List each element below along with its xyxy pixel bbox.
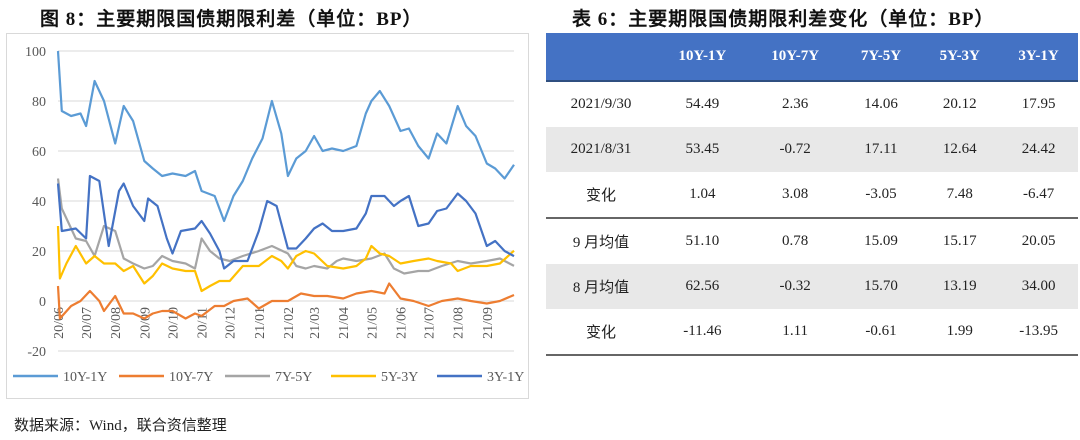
table-cell: 1.99 bbox=[920, 309, 1000, 356]
table-row: 2021/9/30 54.49 2.36 14.06 20.12 17.95 bbox=[546, 81, 1078, 127]
table-cell: -13.95 bbox=[999, 309, 1078, 356]
series-line-10y-1y bbox=[56, 50, 515, 223]
column-header: 3Y-1Y bbox=[999, 33, 1078, 82]
table-title: 表 6：主要期限国债期限利差变化（单位：BP） bbox=[572, 9, 995, 30]
column-header: 7Y-5Y bbox=[841, 33, 921, 82]
chart-title: 图 8：主要期限国债期限利差（单位：BP） bbox=[40, 9, 423, 30]
spread-table: 10Y-1Y 10Y-7Y 7Y-5Y 5Y-3Y 3Y-1Y 2021/9/30 54.… bbox=[546, 33, 1078, 356]
table-cell: 15.09 bbox=[841, 217, 921, 264]
table-cell: 0.78 bbox=[748, 217, 842, 264]
table-cell: 1.11 bbox=[748, 309, 842, 356]
table-cell: -3.05 bbox=[865, 186, 897, 202]
legend-label: 5Y-3Y bbox=[381, 370, 418, 385]
row-label: 变化 bbox=[585, 188, 616, 204]
table-row: 2021/8/31 53.45 -0.72 17.11 12.64 24.42 bbox=[546, 127, 1078, 172]
table-cell: 20.05 bbox=[999, 217, 1078, 264]
x-tick-label: 21/01 bbox=[253, 307, 268, 339]
table-cell: 12.64 bbox=[920, 127, 1000, 172]
x-tick-label: 21/06 bbox=[394, 307, 409, 339]
table-cell: 17.11 bbox=[841, 127, 921, 172]
row-label: 8 月均值 bbox=[546, 264, 656, 309]
table-cell: 7.48 bbox=[946, 186, 973, 202]
legend-label: 7Y-5Y bbox=[275, 370, 312, 385]
table-cell: -0.72 bbox=[748, 127, 842, 172]
table-cell: 1.04 bbox=[689, 186, 716, 202]
table-cell: 2.36 bbox=[782, 96, 809, 112]
x-tick-label: 21/07 bbox=[423, 307, 438, 339]
table-cell: 3.08 bbox=[782, 186, 809, 202]
table-cell: 15.70 bbox=[841, 264, 921, 309]
x-tick-label: 20/07 bbox=[80, 307, 95, 339]
table-cell: 15.17 bbox=[920, 217, 1000, 264]
row-label: 变化 bbox=[546, 309, 656, 356]
x-tick-label: 21/02 bbox=[282, 307, 297, 339]
table-cell: 24.42 bbox=[999, 127, 1078, 172]
table-cell: 17.95 bbox=[1021, 96, 1056, 112]
table-cell: -0.61 bbox=[841, 309, 921, 356]
table-row: 9 月均值 51.10 0.78 15.09 15.17 20.05 bbox=[546, 217, 1078, 264]
y-tick-label: 60 bbox=[32, 145, 46, 160]
column-header bbox=[546, 33, 656, 82]
x-tick-label: 21/09 bbox=[481, 307, 496, 339]
row-label: 2021/9/30 bbox=[570, 96, 632, 112]
table-header-row: 10Y-1Y 10Y-7Y 7Y-5Y 5Y-3Y 3Y-1Y bbox=[546, 33, 1078, 82]
y-tick-label: 20 bbox=[32, 245, 46, 260]
x-tick-label: 20/12 bbox=[224, 307, 239, 339]
row-label: 9 月均值 bbox=[546, 217, 656, 264]
x-tick-label: 21/03 bbox=[308, 307, 323, 339]
table-cell: 13.19 bbox=[920, 264, 1000, 309]
row-label: 2021/8/31 bbox=[546, 127, 656, 172]
table-cell: 62.56 bbox=[656, 264, 749, 309]
table-row: 8 月均值 62.56 -0.32 15.70 13.19 34.00 bbox=[546, 264, 1078, 309]
table-cell: -11.46 bbox=[656, 309, 749, 356]
table-cell: 14.06 bbox=[864, 96, 898, 112]
table-cell: 34.00 bbox=[999, 264, 1078, 309]
y-tick-label: 100 bbox=[25, 45, 46, 60]
column-header: 10Y-1Y bbox=[656, 33, 749, 82]
y-tick-label: 40 bbox=[32, 195, 46, 210]
x-tick-label: 21/05 bbox=[365, 307, 380, 339]
series-line-10y-7y bbox=[56, 282, 515, 320]
column-header: 10Y-7Y bbox=[748, 33, 842, 82]
table-cell: 53.45 bbox=[656, 127, 749, 172]
table-row: 变化 -11.46 1.11 -0.61 1.99 -13.95 bbox=[546, 309, 1078, 356]
x-tick-label: 21/08 bbox=[452, 307, 467, 339]
y-tick-label: -20 bbox=[27, 345, 46, 360]
series-line-5y-3y bbox=[56, 225, 515, 293]
source-note: 数据来源：Wind，联合资信整理 bbox=[14, 418, 227, 434]
table-cell: -0.32 bbox=[748, 264, 842, 309]
legend-label: 3Y-1Y bbox=[487, 370, 524, 385]
table-cell: 54.49 bbox=[685, 96, 720, 112]
legend-label: 10Y-1Y bbox=[63, 370, 107, 385]
column-header: 5Y-3Y bbox=[920, 33, 1000, 82]
x-tick-label: 20/09 bbox=[138, 307, 153, 339]
x-tick-label: 21/04 bbox=[337, 307, 352, 339]
table-cell: 20.12 bbox=[942, 96, 977, 112]
y-tick-label: 0 bbox=[39, 295, 46, 310]
y-tick-label: 80 bbox=[32, 95, 46, 110]
table-row: 变化 1.04 3.08 -3.05 7.48 -6.47 bbox=[546, 172, 1078, 218]
table-cell: 51.10 bbox=[656, 217, 749, 264]
legend-label: 10Y-7Y bbox=[169, 370, 213, 385]
series-line-3y-1y bbox=[56, 174, 515, 270]
series-line-7y-5y bbox=[56, 178, 515, 275]
table-cell: -6.47 bbox=[1022, 186, 1055, 202]
x-tick-label: 20/08 bbox=[109, 307, 124, 339]
chart-area: 100 80 60 40 20 0 -20 20/06 20/07 20/08 20/09 20/10… bbox=[6, 33, 529, 399]
